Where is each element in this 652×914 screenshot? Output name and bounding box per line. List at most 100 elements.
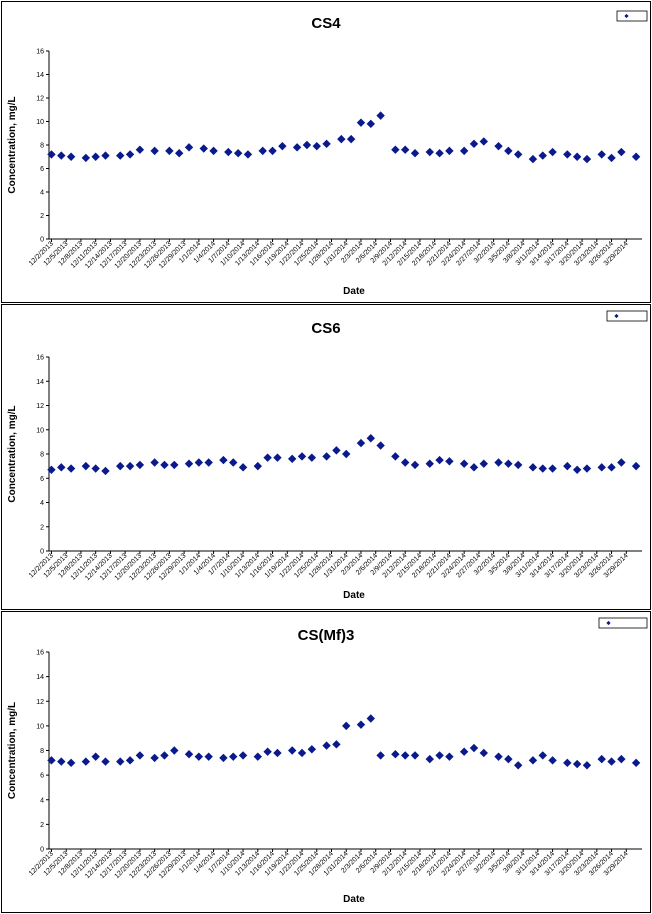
y-tick-label: 0 [40, 847, 44, 854]
data-point [204, 458, 213, 467]
data-point [572, 465, 582, 474]
data-point [366, 714, 376, 723]
data-point [607, 463, 616, 472]
data-point [425, 459, 434, 468]
data-point [101, 466, 110, 476]
data-point [356, 720, 366, 729]
data-point [337, 134, 346, 144]
data-point [125, 756, 135, 765]
data-point [219, 455, 228, 465]
data-point [135, 751, 145, 760]
chart-panel-cs4: CS4 0 2 4 6 8 10 12 14 16 Concentration, mg/L 12/2/… [1, 1, 651, 303]
data-point [617, 754, 626, 764]
data-point [342, 449, 351, 459]
data-point [356, 118, 366, 127]
data-point [410, 149, 420, 158]
data-point [425, 754, 434, 764]
data-point [572, 759, 582, 769]
data-point [116, 461, 125, 471]
data-point [91, 152, 100, 161]
data-point [135, 145, 145, 154]
data-point [597, 754, 606, 764]
data-point [322, 139, 331, 149]
data-point [582, 154, 592, 164]
data-point [135, 460, 145, 470]
data-point [263, 453, 272, 462]
y-tick-label: 10 [36, 427, 44, 434]
data-point [174, 149, 184, 158]
data-point [233, 149, 243, 158]
data-point [287, 454, 297, 464]
legend-box [598, 617, 648, 629]
data-point [229, 458, 238, 467]
data-point [479, 748, 489, 758]
chart-panel-cs6: CS6 0 2 4 6 8 10 12 14 16 Concentration, mg/L 12/2/… [1, 304, 651, 610]
data-point [528, 463, 538, 472]
data-point [81, 461, 91, 471]
data-point [572, 152, 582, 161]
y-axis-label: Concentration, mg/L [7, 702, 18, 799]
data-point [332, 446, 341, 455]
y-tick-label: 6 [40, 476, 44, 483]
data-point [150, 146, 159, 156]
data-point [184, 459, 194, 468]
data-point [57, 463, 66, 472]
data-point [563, 150, 572, 159]
data-point [548, 756, 557, 765]
data-point [57, 757, 66, 766]
y-tick-label: 2 [40, 822, 44, 829]
data-point [160, 460, 169, 470]
y-tick-label: 4 [40, 500, 44, 507]
y-tick-label: 0 [40, 549, 44, 556]
chart-title: CS4 [311, 15, 341, 32]
data-point [356, 438, 366, 448]
data-point [376, 441, 385, 450]
data-point [376, 751, 385, 760]
data-point [57, 151, 66, 160]
data-point [479, 137, 489, 146]
data-point [548, 147, 557, 157]
data-point [116, 151, 125, 160]
data-point [199, 144, 208, 153]
data-point [391, 452, 400, 461]
y-tick-label: 16 [36, 49, 44, 56]
y-tick-label: 6 [40, 166, 44, 173]
data-point [469, 743, 479, 753]
y-tick-label: 10 [36, 119, 44, 126]
data-point [322, 452, 331, 461]
data-point [238, 463, 248, 472]
data-point [238, 751, 248, 760]
y-tick-label: 4 [40, 797, 44, 804]
data-point [538, 751, 547, 760]
data-point [307, 453, 317, 462]
data-point [607, 757, 616, 766]
data-point [513, 150, 523, 159]
data-point [47, 465, 56, 474]
data-point [302, 140, 312, 150]
data-point [253, 461, 263, 471]
data-point [400, 145, 410, 154]
data-point [224, 147, 233, 157]
data-point [400, 458, 410, 467]
data-point [125, 461, 135, 471]
y-axis-label: Concentration, mg/L [7, 405, 18, 502]
y-tick-label: 0 [40, 237, 44, 244]
data-point [631, 461, 641, 471]
y-tick-label: 8 [40, 748, 44, 755]
data-point [263, 747, 272, 756]
data-point [538, 151, 547, 160]
data-point [312, 141, 321, 151]
data-point [292, 143, 302, 152]
data-point [582, 464, 592, 473]
data-point [494, 752, 503, 761]
data-point [209, 146, 218, 156]
data-point [410, 460, 420, 470]
data-point [204, 752, 213, 761]
data-point [445, 752, 454, 761]
legend [606, 310, 648, 322]
data-point [243, 150, 253, 159]
data-point [435, 455, 444, 465]
data-point [297, 452, 307, 461]
data-point [391, 749, 400, 759]
y-tick-label: 16 [36, 355, 44, 362]
